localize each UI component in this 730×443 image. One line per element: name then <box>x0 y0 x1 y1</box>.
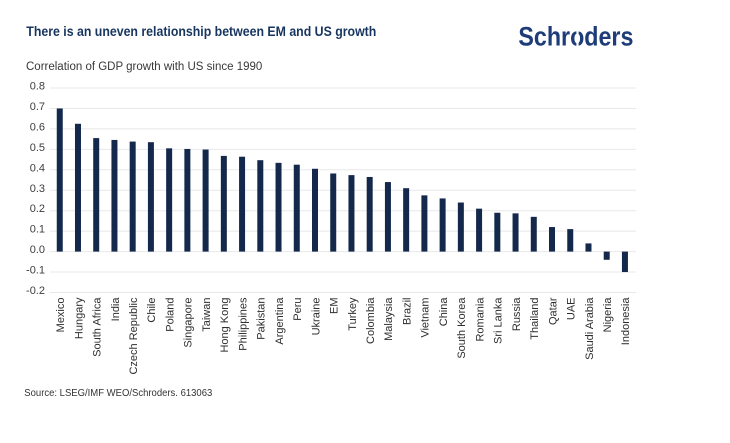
svg-text:0.6: 0.6 <box>30 121 45 133</box>
svg-text:Thailand: Thailand <box>529 298 541 340</box>
svg-text:South Korea: South Korea <box>456 297 468 359</box>
svg-text:Poland: Poland <box>164 298 176 332</box>
svg-text:Taiwan: Taiwan <box>201 298 213 332</box>
svg-text:Indonesia: Indonesia <box>620 297 632 346</box>
svg-text:-0.2: -0.2 <box>26 285 45 297</box>
svg-text:Sri Lanka: Sri Lanka <box>493 297 505 344</box>
svg-text:Malaysia: Malaysia <box>383 297 395 341</box>
svg-text:Turkey: Turkey <box>347 297 359 331</box>
svg-text:Saudi Arabia: Saudi Arabia <box>584 297 596 360</box>
svg-text:Singapore: Singapore <box>183 298 195 348</box>
svg-text:0.3: 0.3 <box>30 183 45 195</box>
svg-text:Brazil: Brazil <box>401 298 413 326</box>
svg-text:Schroders: Schroders <box>518 22 633 52</box>
svg-text:There is an uneven relationshi: There is an uneven relationship between … <box>26 24 376 39</box>
svg-text:Chile: Chile <box>146 298 158 323</box>
svg-text:Mexico: Mexico <box>55 298 67 333</box>
svg-text:0.2: 0.2 <box>30 203 45 215</box>
svg-text:Qatar: Qatar <box>547 297 559 325</box>
svg-text:Correlation of GDP growth with: Correlation of GDP growth with US since … <box>26 61 262 73</box>
svg-text:EM: EM <box>329 298 341 315</box>
svg-text:Argentina: Argentina <box>274 297 286 345</box>
svg-text:UAE: UAE <box>566 298 578 321</box>
svg-text:Romania: Romania <box>474 297 486 342</box>
svg-text:South Africa: South Africa <box>92 297 104 357</box>
svg-text:0.5: 0.5 <box>30 142 45 154</box>
svg-text:Peru: Peru <box>292 298 304 321</box>
svg-text:0.1: 0.1 <box>30 224 45 236</box>
svg-text:0.7: 0.7 <box>30 101 45 113</box>
svg-text:0.8: 0.8 <box>30 81 45 93</box>
svg-text:Ukraine: Ukraine <box>310 298 322 336</box>
svg-text:Colombia: Colombia <box>365 297 377 344</box>
svg-text:Russia: Russia <box>511 297 523 332</box>
svg-text:0.0: 0.0 <box>30 244 45 256</box>
svg-text:Philippines: Philippines <box>237 297 249 351</box>
svg-text:Hong Kong: Hong Kong <box>219 298 231 353</box>
svg-text:Czech Republic: Czech Republic <box>128 297 140 375</box>
svg-text:-0.1: -0.1 <box>26 265 45 277</box>
svg-text:India: India <box>110 297 122 322</box>
svg-text:China: China <box>438 297 450 327</box>
svg-text:0.4: 0.4 <box>30 162 45 174</box>
svg-text:Hungary: Hungary <box>73 297 85 339</box>
svg-text:Vietnam: Vietnam <box>420 298 432 338</box>
svg-text:Nigeria: Nigeria <box>602 297 614 333</box>
svg-text:Pakistan: Pakistan <box>256 298 268 340</box>
svg-text:Source: LSEG/IMF WEO/Schroders: Source: LSEG/IMF WEO/Schroders. 613063 <box>24 388 212 399</box>
